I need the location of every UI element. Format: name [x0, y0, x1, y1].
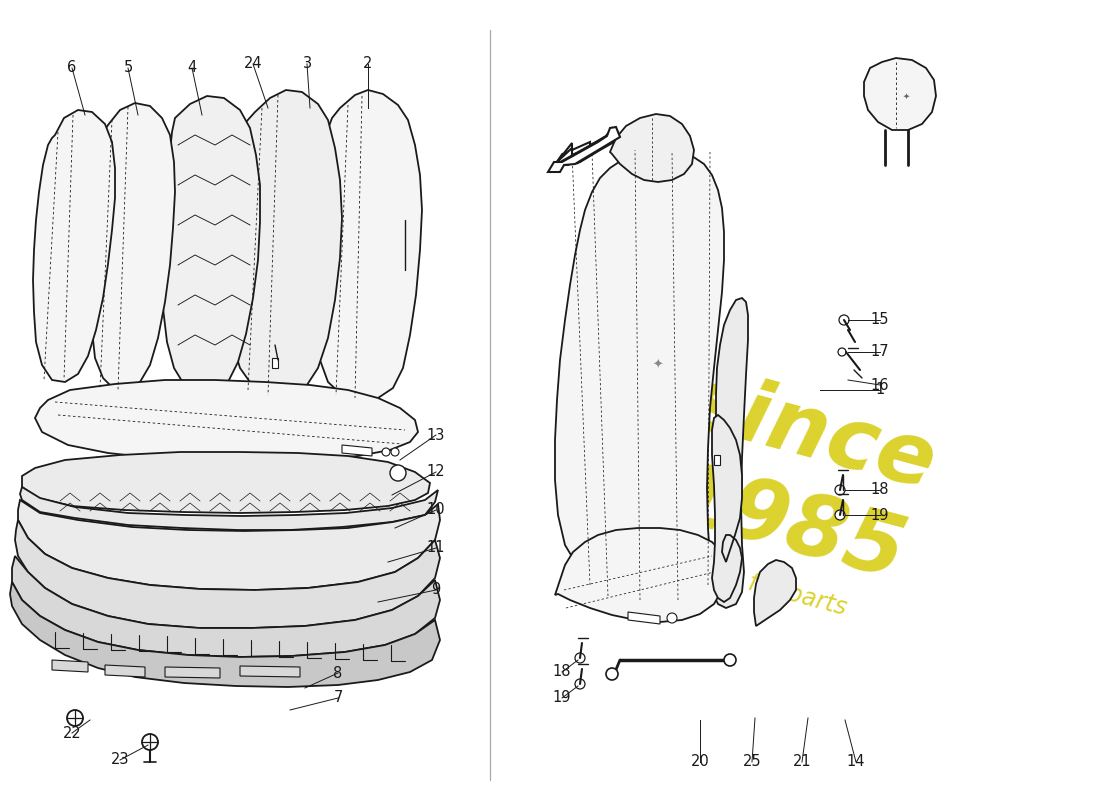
Text: 17: 17	[871, 345, 889, 359]
Text: 23: 23	[111, 753, 130, 767]
Circle shape	[839, 315, 849, 325]
Polygon shape	[557, 142, 590, 162]
Polygon shape	[864, 58, 936, 130]
Circle shape	[382, 448, 390, 456]
Polygon shape	[18, 500, 440, 590]
Text: 9: 9	[431, 582, 441, 598]
Polygon shape	[226, 90, 342, 396]
Text: ✦: ✦	[652, 358, 663, 371]
Text: 18: 18	[871, 482, 889, 498]
Polygon shape	[240, 666, 300, 677]
Text: 22: 22	[63, 726, 81, 741]
Text: 10: 10	[427, 502, 446, 518]
Circle shape	[724, 654, 736, 666]
Polygon shape	[12, 556, 440, 657]
Text: 24: 24	[244, 57, 262, 71]
Polygon shape	[90, 103, 175, 390]
Circle shape	[667, 613, 676, 623]
Text: 15: 15	[871, 313, 889, 327]
Polygon shape	[628, 612, 660, 624]
Circle shape	[835, 510, 845, 520]
Polygon shape	[572, 128, 618, 162]
Text: 5: 5	[123, 61, 133, 75]
Text: 12: 12	[427, 465, 446, 479]
Text: 18: 18	[552, 665, 571, 679]
Text: 21: 21	[793, 754, 812, 770]
Polygon shape	[610, 114, 694, 182]
Text: 19: 19	[552, 690, 571, 706]
Circle shape	[606, 668, 618, 680]
Polygon shape	[754, 560, 796, 626]
Text: ✦: ✦	[902, 91, 910, 101]
Polygon shape	[15, 520, 440, 628]
Polygon shape	[342, 445, 372, 456]
Polygon shape	[10, 582, 440, 687]
Polygon shape	[548, 127, 620, 172]
Polygon shape	[712, 415, 743, 602]
Circle shape	[67, 710, 82, 726]
Polygon shape	[22, 452, 430, 513]
Text: 13: 13	[427, 427, 446, 442]
Text: 8: 8	[333, 666, 342, 681]
Circle shape	[390, 465, 406, 481]
Text: 16: 16	[871, 378, 889, 393]
Polygon shape	[714, 298, 748, 608]
Polygon shape	[20, 487, 438, 530]
Polygon shape	[556, 528, 726, 622]
Text: 4: 4	[187, 61, 197, 75]
Circle shape	[390, 448, 399, 456]
Text: 11: 11	[427, 541, 446, 555]
Text: 3: 3	[302, 57, 311, 71]
Circle shape	[142, 734, 158, 750]
Polygon shape	[312, 90, 422, 400]
Polygon shape	[33, 110, 116, 382]
Text: 20: 20	[691, 754, 710, 770]
Polygon shape	[35, 380, 418, 462]
Circle shape	[838, 348, 846, 356]
Polygon shape	[162, 96, 260, 394]
Text: 1: 1	[876, 382, 884, 398]
Text: 19: 19	[871, 507, 889, 522]
Circle shape	[575, 679, 585, 689]
Text: since
1985: since 1985	[656, 361, 945, 599]
Text: 14: 14	[847, 754, 866, 770]
Polygon shape	[165, 667, 220, 678]
Circle shape	[575, 653, 585, 663]
Text: a passion for parts: a passion for parts	[630, 540, 849, 620]
Polygon shape	[272, 358, 278, 368]
Text: 2: 2	[363, 57, 373, 71]
Polygon shape	[714, 455, 720, 465]
Text: 25: 25	[742, 754, 761, 770]
Polygon shape	[556, 148, 724, 602]
Polygon shape	[52, 660, 88, 672]
Polygon shape	[104, 665, 145, 677]
Text: 7: 7	[333, 690, 343, 706]
Circle shape	[835, 485, 845, 495]
Text: 6: 6	[67, 61, 77, 75]
